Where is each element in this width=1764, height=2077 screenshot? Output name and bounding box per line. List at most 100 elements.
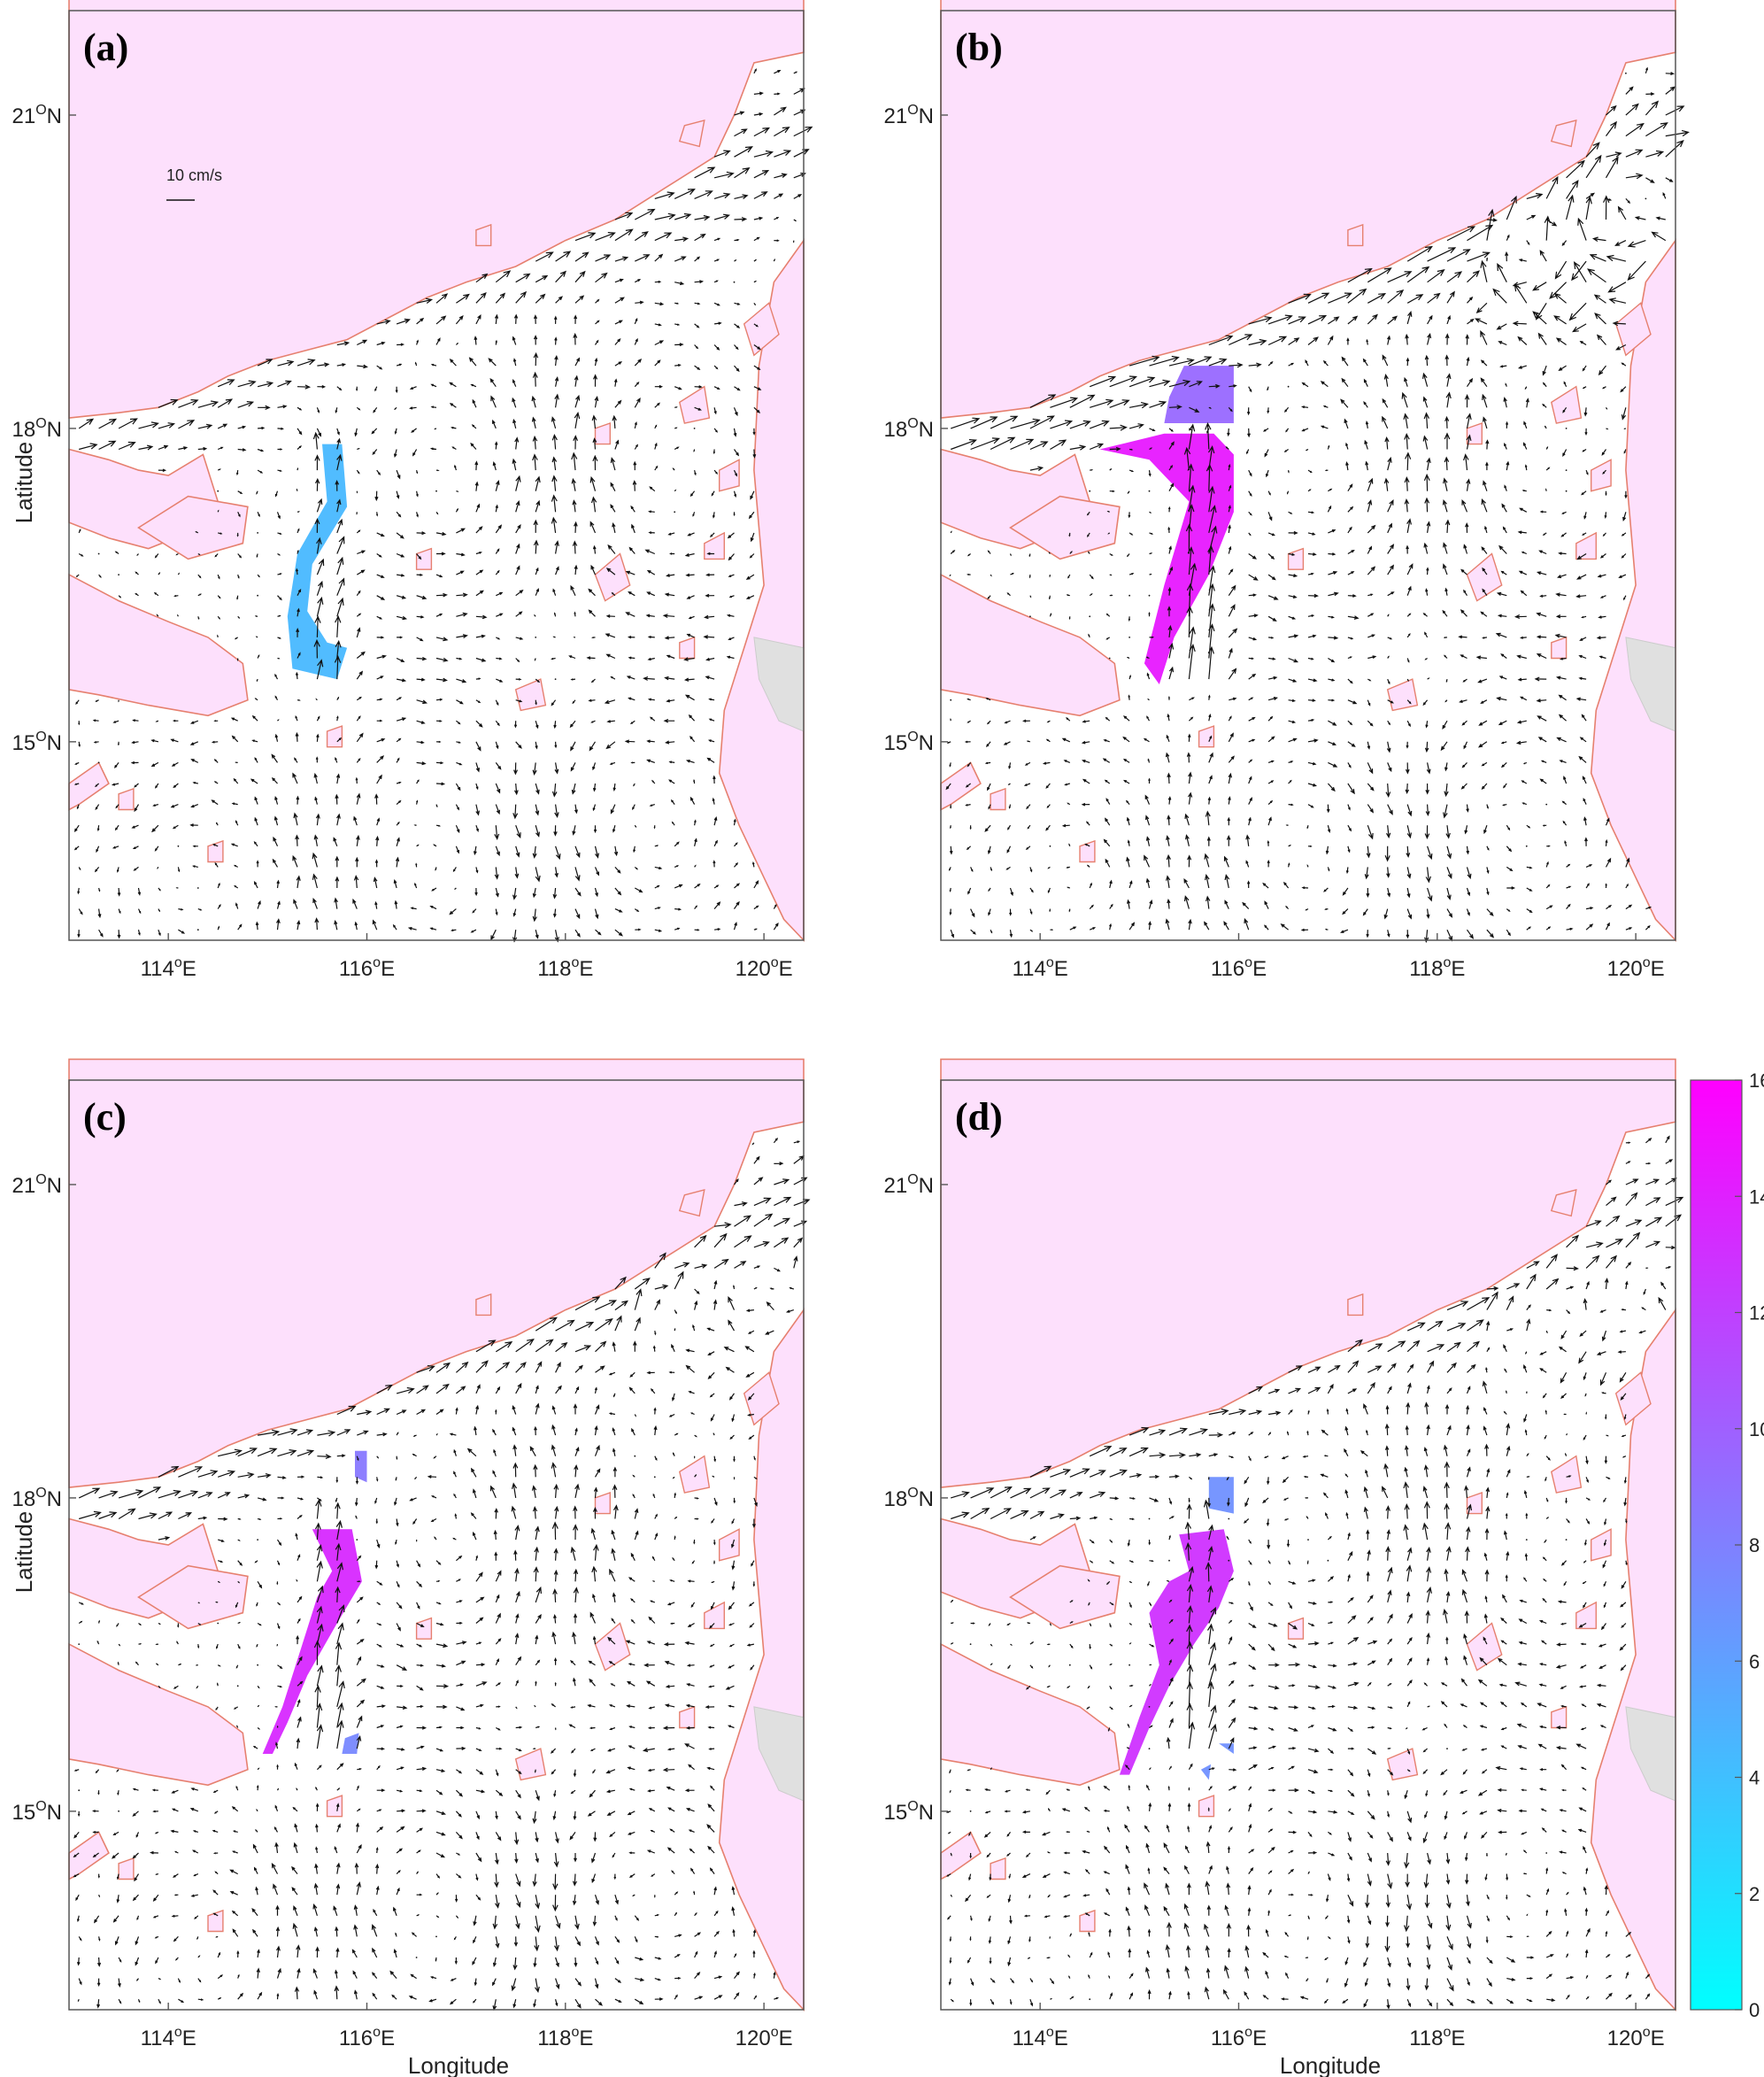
current-vector: [97, 552, 100, 555]
current-vector: [1477, 678, 1488, 683]
current-vector: [132, 1852, 139, 1859]
current-vector: [130, 761, 139, 765]
current-vector: [705, 676, 715, 680]
current-vector: [714, 321, 722, 325]
current-vector: [1518, 259, 1527, 262]
current-vector: [595, 272, 608, 283]
current-vector: [1026, 740, 1031, 743]
current-vector: [1480, 259, 1488, 282]
current-vector: [1081, 802, 1090, 807]
current-vector: [374, 386, 378, 392]
current-vector: [1248, 362, 1262, 367]
current-vector: [237, 490, 243, 494]
current-vector: [1208, 775, 1213, 784]
shoal: [679, 385, 711, 424]
current-vector: [594, 845, 599, 859]
current-vector: [748, 511, 755, 520]
current-vector: [336, 341, 350, 346]
current-vector: [336, 597, 344, 617]
current-vector: [611, 591, 616, 597]
current-vector: [965, 783, 971, 788]
current-vector: [456, 552, 466, 557]
current-vector: [1029, 615, 1031, 618]
current-vector: [774, 92, 781, 96]
current-vector: [1387, 762, 1392, 773]
current-vector: [734, 111, 745, 116]
current-vector: [1655, 216, 1666, 220]
current-vector: [1486, 845, 1490, 851]
current-vector: [1444, 415, 1450, 429]
current-vector: [513, 762, 519, 776]
current-vector: [594, 887, 598, 898]
current-vector: [1229, 697, 1237, 701]
current-vector: [515, 500, 520, 513]
current-vector: [214, 553, 219, 558]
current-vector: [336, 715, 339, 722]
current-vector: [1426, 762, 1431, 775]
current-vector: [990, 436, 1016, 451]
current-vector: [1228, 668, 1237, 680]
north-land: [68, 1058, 805, 1488]
current-vector: [374, 490, 379, 502]
current-vector: [1427, 887, 1433, 902]
current-vector: [396, 678, 407, 683]
current-vector: [73, 845, 80, 851]
current-vector: [1387, 456, 1392, 471]
current-vector: [135, 1661, 139, 1666]
shoal: [678, 1188, 705, 1217]
current-vector: [416, 720, 426, 724]
current-vector: [1109, 468, 1113, 471]
current-vector: [158, 398, 179, 408]
current-vector: [712, 1475, 715, 1478]
current-vector: [1573, 261, 1587, 283]
current-vector: [397, 574, 405, 577]
current-vector: [713, 469, 719, 475]
current-vector: [416, 637, 424, 642]
current-vector: [336, 386, 343, 391]
current-vector: [213, 720, 219, 722]
current-vector: [1288, 803, 1294, 807]
current-vector: [1049, 1936, 1051, 1940]
current-vector: [1303, 1475, 1309, 1479]
current-vector: [1598, 615, 1606, 619]
current-vector: [674, 406, 678, 408]
current-vector: [553, 315, 558, 324]
current-vector: [1208, 485, 1215, 513]
current-vector: [714, 928, 721, 931]
current-vector: [634, 317, 638, 325]
current-vector: [745, 574, 755, 580]
current-vector: [1566, 927, 1574, 930]
current-vector: [456, 657, 463, 660]
current-vector: [1028, 553, 1031, 558]
current-vector: [1148, 921, 1152, 930]
current-vector: [1046, 804, 1051, 809]
current-vector: [1385, 783, 1391, 799]
current-vector: [694, 280, 705, 284]
current-vector: [572, 825, 576, 836]
current-vector: [654, 907, 661, 910]
current-vector: [217, 379, 235, 388]
current-vector: [1575, 594, 1587, 598]
current-vector: [1520, 590, 1528, 597]
current-vector: [950, 929, 954, 938]
current-vector: [274, 490, 279, 498]
current-vector: [1566, 179, 1579, 199]
current-vector: [1406, 867, 1412, 879]
current-vector: [316, 558, 325, 575]
current-vector: [1267, 780, 1275, 784]
current-vector: [612, 783, 616, 791]
current-vector: [234, 637, 239, 640]
current-vector: [1506, 460, 1510, 471]
current-vector: [1128, 423, 1144, 429]
current-vector: [1526, 887, 1533, 892]
current-vector: [574, 908, 581, 920]
current-vector: [416, 469, 419, 475]
current-vector: [515, 1706, 518, 1710]
current-vector: [1166, 835, 1170, 846]
current-vector: [1189, 381, 1203, 388]
current-vector: [1522, 1872, 1527, 1875]
current-vector: [1267, 490, 1271, 496]
current-vector: [532, 887, 536, 899]
current-vector: [1514, 614, 1527, 619]
current-vector: [1305, 359, 1309, 367]
